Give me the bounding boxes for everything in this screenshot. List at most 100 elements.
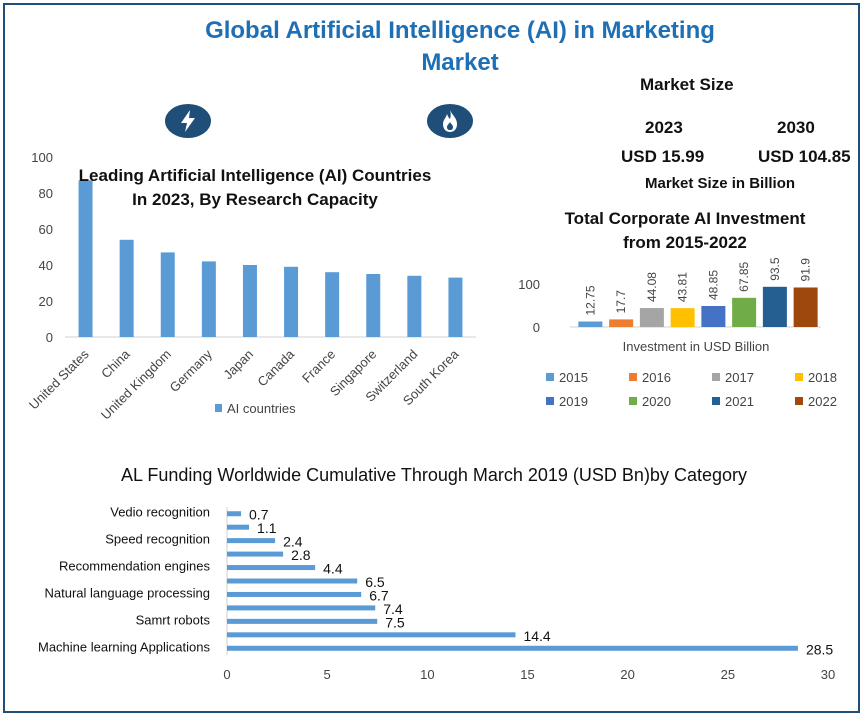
funding-data-label: 7.5 (385, 614, 405, 630)
investment-legend-swatch (795, 373, 803, 381)
investment-data-label: 17.7 (614, 290, 628, 314)
funding-bar (227, 605, 376, 611)
countries-bar (407, 275, 422, 337)
funding-bar (227, 591, 362, 597)
funding-x-tick-label: 20 (620, 667, 634, 682)
funding-bar (227, 524, 250, 530)
funding-data-label: 1.1 (257, 520, 277, 536)
countries-bar (78, 180, 93, 337)
investment-data-label: 44.08 (645, 272, 659, 302)
funding-data-label: 2.8 (291, 547, 311, 563)
investment-chart-title-line2: from 2015-2022 (623, 233, 747, 252)
countries-x-tick-label: Japan (220, 347, 256, 383)
investment-legend-label: 2016 (642, 370, 671, 385)
market-size-year-1: 2023 (645, 118, 683, 137)
funding-data-label: 28.5 (806, 641, 833, 657)
lightning-bolt-icon (165, 104, 211, 138)
investment-y-tick-label: 0 (533, 320, 540, 335)
investment-bar (762, 286, 787, 327)
countries-bar (325, 272, 340, 337)
funding-data-label: 7.4 (383, 601, 403, 617)
market-size-value-2: USD 104.85 (758, 147, 851, 166)
funding-bar (227, 538, 276, 544)
funding-category-label: Vedio recognition (110, 505, 210, 520)
countries-bar (448, 277, 463, 337)
funding-bar (227, 618, 378, 624)
countries-bar (119, 239, 134, 337)
investment-data-label: 91.9 (799, 258, 813, 282)
funding-x-tick-label: 30 (821, 667, 835, 682)
countries-x-tick-label: France (299, 347, 338, 386)
countries-chart-title-line1: Leading Artificial Intelligence (AI) Cou… (79, 166, 432, 185)
investment-legend-swatch (546, 373, 554, 381)
funding-x-tick-label: 15 (520, 667, 534, 682)
market-size-year-2: 2030 (777, 118, 815, 137)
countries-bar (242, 265, 257, 337)
investment-y-tick-label: 100 (518, 277, 540, 292)
investment-legend-label: 2015 (559, 370, 588, 385)
countries-bar (160, 252, 175, 337)
investment-data-label: 12.75 (583, 285, 597, 315)
funding-category-label: Recommendation engines (59, 559, 211, 574)
page-title-line2: Market (421, 49, 499, 76)
page-title-line1: Global Artificial Intelligence (AI) in M… (205, 17, 715, 44)
funding-data-label: 2.4 (283, 534, 303, 550)
countries-bar (366, 274, 381, 337)
investment-legend-swatch (629, 397, 637, 405)
investment-data-label: 43.81 (676, 272, 690, 302)
investment-data-label: 48.85 (706, 270, 720, 300)
countries-bar (201, 261, 216, 337)
funding-data-label: 6.5 (365, 574, 385, 590)
countries-y-tick-label: 40 (39, 258, 53, 273)
funding-bar (227, 511, 242, 517)
investment-legend-label: 2017 (725, 370, 754, 385)
countries-x-tick-label: United Kingdom (98, 347, 174, 423)
investment-bar (639, 308, 664, 327)
funding-chart-title: AL Funding Worldwide Cumulative Through … (121, 465, 747, 485)
investment-legend-swatch (546, 397, 554, 405)
funding-data-label: 0.7 (249, 507, 269, 523)
countries-x-tick-label: Canada (254, 346, 297, 389)
funding-x-tick-label: 0 (223, 667, 230, 682)
market-size-value-1: USD 15.99 (621, 147, 705, 166)
outer-frame (3, 3, 860, 713)
investment-legend-label: 2019 (559, 394, 588, 409)
funding-category-label: Machine learning Applications (38, 639, 210, 654)
countries-y-tick-label: 20 (39, 294, 53, 309)
funding-bar (227, 565, 316, 571)
funding-bar (227, 632, 516, 638)
investment-data-label: 67.85 (737, 261, 751, 291)
countries-x-tick-label: Germany (167, 346, 216, 395)
funding-bar (227, 551, 284, 557)
funding-category-label: Natural language processing (45, 585, 211, 600)
funding-x-tick-label: 10 (420, 667, 434, 682)
countries-legend-label: AI countries (227, 401, 296, 416)
countries-y-tick-label: 100 (31, 150, 53, 165)
funding-bar (227, 578, 358, 584)
funding-x-tick-label: 25 (721, 667, 735, 682)
investment-legend-label: 2018 (808, 370, 837, 385)
investment-legend-label: 2020 (642, 394, 671, 409)
investment-legend-swatch (795, 397, 803, 405)
flame-icon (427, 104, 473, 138)
investment-legend-label: 2022 (808, 394, 837, 409)
investment-bar (670, 308, 695, 327)
funding-data-label: 4.4 (323, 561, 343, 577)
funding-bar (227, 645, 798, 651)
investment-bar (793, 287, 818, 327)
funding-category-label: Speed recognition (105, 532, 210, 547)
investment-x-axis-title: Investment in USD Billion (623, 339, 770, 354)
page-title: Global Artificial Intelligence (AI) in M… (180, 15, 740, 79)
countries-y-tick-label: 60 (39, 222, 53, 237)
investment-bar (732, 297, 757, 327)
investment-bar (609, 319, 634, 327)
investment-bar (701, 305, 726, 327)
market-size-title: Market Size (640, 75, 734, 94)
countries-chart-title-line2: In 2023, By Research Capacity (132, 190, 378, 209)
countries-y-tick-label: 0 (46, 330, 53, 345)
investment-data-label: 93.5 (768, 257, 782, 281)
investment-bar (578, 321, 603, 327)
countries-legend-swatch (215, 404, 222, 412)
investment-legend-label: 2021 (725, 394, 754, 409)
